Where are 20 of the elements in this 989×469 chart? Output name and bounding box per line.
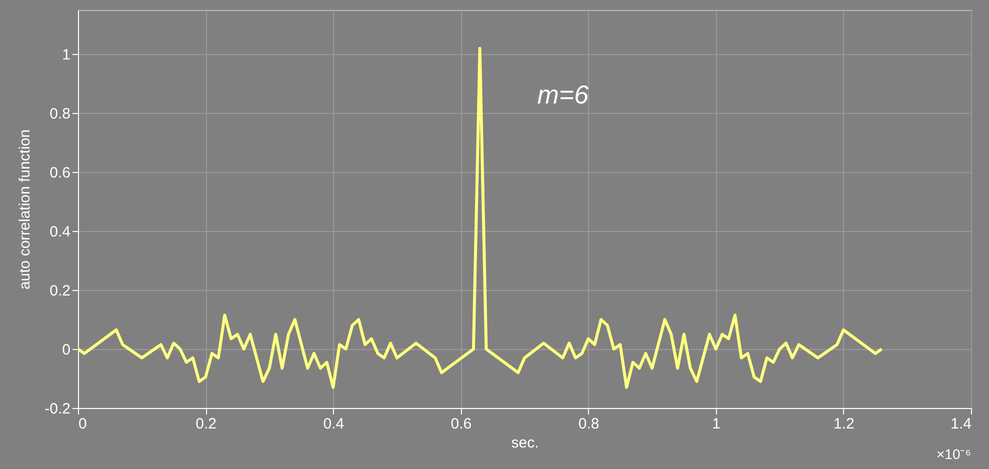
x-tick-label: 0.6	[450, 416, 472, 432]
x-tick-label: 0.8	[578, 416, 600, 432]
x-axis-title: sec.	[511, 434, 539, 452]
annotation: m=6	[537, 80, 590, 110]
y-tick-label: 0.2	[50, 282, 70, 300]
x-tick-label: 0.2	[196, 416, 216, 432]
x-tick-label: 0.4	[323, 416, 344, 432]
x-tick-label: 1.2	[834, 416, 854, 432]
y-tick-label: 0.6	[50, 164, 70, 182]
line-series	[78, 46, 884, 389]
y-tick-label: -0.2	[44, 400, 70, 418]
x-tick-label: 1.4	[950, 416, 972, 432]
y-axis-title: auto correlation function	[16, 129, 34, 290]
y-tick-label: 0.8	[50, 106, 70, 123]
y-tick-label: 0	[62, 342, 70, 359]
text: ×10⁻⁶	[936, 446, 971, 462]
y-tick-label: 0.4	[50, 224, 70, 241]
x-tick-label: 0	[78, 416, 87, 432]
x-tick-label: 1	[712, 416, 721, 432]
y-tick-label: 1	[62, 46, 70, 64]
